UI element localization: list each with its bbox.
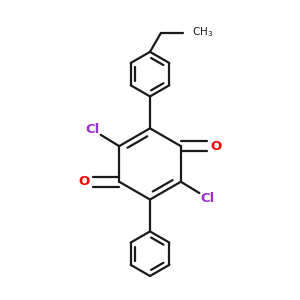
Text: O: O: [210, 140, 221, 153]
Text: O: O: [79, 175, 90, 188]
Text: CH$_3$: CH$_3$: [192, 25, 214, 39]
Text: Cl: Cl: [85, 123, 99, 136]
Text: Cl: Cl: [201, 192, 215, 205]
